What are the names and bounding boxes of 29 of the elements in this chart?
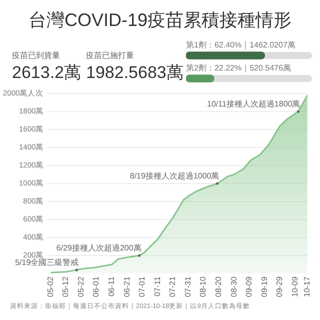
x-tick-label: 07-31 <box>183 276 192 298</box>
x-tick-label: 09-29 <box>275 276 284 298</box>
data-label: 第1劑：62.40%｜1462.0207萬 <box>186 40 296 50</box>
x-tick-label: 09-09 <box>244 276 254 298</box>
text: 疫苗已到貨量 <box>12 50 61 61</box>
x-tick-label: 09-19 <box>260 276 269 298</box>
annotation: 10/11接種人次超過1800萬 <box>207 100 300 109</box>
x-tick-label: 07-21 <box>168 276 178 298</box>
x-tick-label: 05-12 <box>61 276 70 298</box>
x-tick-label: 08-20 <box>214 276 223 298</box>
text: 2613.2萬 <box>12 62 81 84</box>
x-tick-label: 05-22 <box>76 276 86 298</box>
data-label: 第2劑：22.22%｜520.5476萬 <box>186 64 291 73</box>
x-tick-label: 06-21 <box>122 276 132 298</box>
x-tick-label: 07-01 <box>138 276 147 298</box>
x-tick-label: 07-11 <box>152 276 162 296</box>
x-tick-label: 06-11 <box>107 276 116 296</box>
x-tick-label: 06-01 <box>92 276 101 298</box>
text: 疫苗已施打量 <box>86 50 135 61</box>
text: 台灣COVID-19疫苗累積接種情形 <box>27 9 293 32</box>
x-tick-label: 10-17 <box>302 276 312 298</box>
annotation: 6/29接種人次超過200萬 <box>56 244 142 253</box>
annotation: 5/19全國三級警戒 <box>15 258 79 268</box>
x-tick-label: 05-02 <box>46 276 55 298</box>
x-tick-label: 08-10 <box>198 276 208 298</box>
text: 1982.5683萬 <box>86 62 184 84</box>
x-tick-label: 08-30 <box>229 276 238 298</box>
annotation: 8/19接種人次超過1000萬 <box>130 172 220 181</box>
x-tick-label: 10-09 <box>290 276 300 298</box>
